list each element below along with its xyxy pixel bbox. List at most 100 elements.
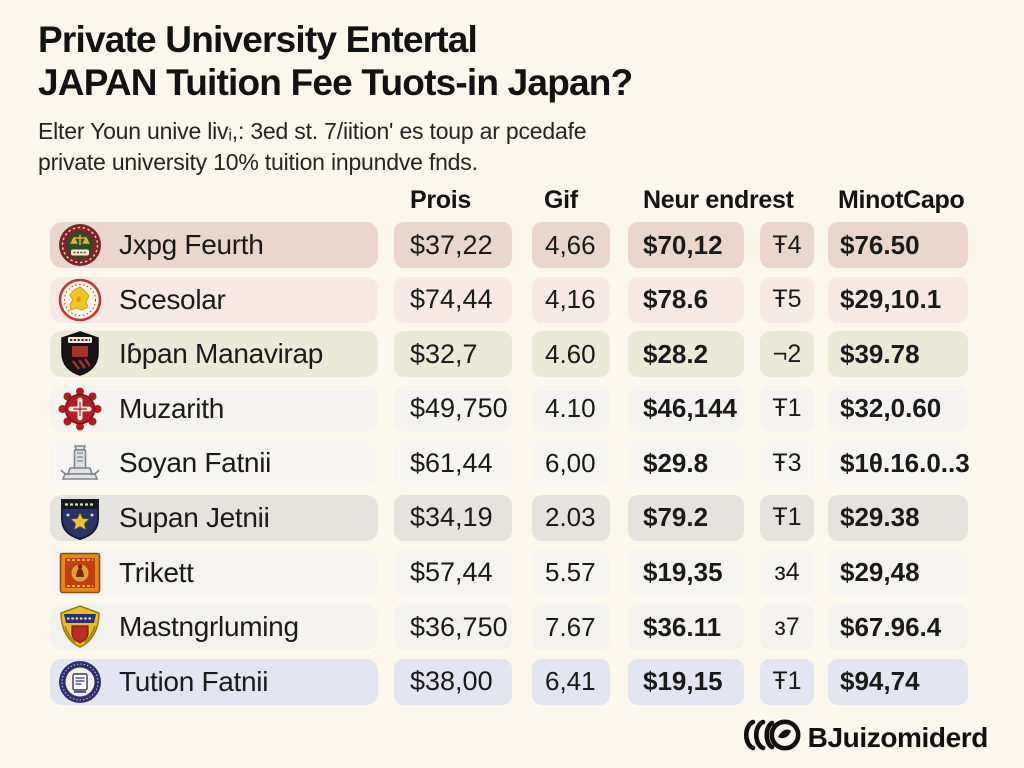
- gif-value: 4,66: [545, 229, 596, 260]
- minotcapo-value: $29.38: [840, 502, 920, 533]
- table-row: Soyan Fatnii $61,44 6,00 $29.8 Ŧ3 $1θ.16.0..3: [50, 440, 970, 487]
- mark-cell: Ŧ1: [760, 658, 814, 705]
- mark-cell: Ŧ1: [760, 385, 814, 432]
- gif-cell: 6,00: [532, 440, 610, 487]
- table-row: Tution Fatnii $38,00 6,41 $19,15 Ŧ1 $94,74: [50, 658, 968, 705]
- column-header-prois: Prois: [410, 186, 472, 214]
- university-name: Supan Jetnii: [119, 501, 270, 533]
- prois-value: $49,750: [410, 393, 508, 424]
- minotcapo-cell: $39.78: [828, 331, 968, 378]
- prois-cell: $32,7: [394, 331, 512, 378]
- minotcapo-cell: $94,74: [828, 658, 968, 705]
- minotcapo-cell: $29.38: [828, 494, 968, 541]
- university-name: Scesolar: [119, 283, 226, 315]
- prois-value: $34,19: [410, 502, 493, 533]
- minotcapo-cell: $29,48: [828, 549, 968, 596]
- fee-table-rows: Jxpg Feurth $37,22 4,66 $70,12 Ŧ4 $76.50 Sceso…: [50, 222, 970, 713]
- university-name: Trikett: [119, 556, 194, 588]
- neur-endrest-cell: $79.2: [628, 494, 744, 541]
- prois-cell: $34,19: [394, 494, 512, 541]
- mark-cell: Ŧ4: [760, 222, 814, 268]
- page-title-line1: Private University Entertal: [38, 19, 478, 60]
- minotcapo-value: $67.96.4: [840, 611, 942, 642]
- neur-endrest-value: $78.6: [643, 284, 709, 315]
- gif-value: 6,41: [545, 666, 596, 697]
- gif-value: 2.03: [545, 502, 596, 533]
- page-subtitle: Elter Youn unive livᵢ,: 3ed st. 7/iition…: [38, 116, 587, 177]
- gif-cell: 4,16: [532, 276, 610, 323]
- scesolar-emblem-icon: [57, 277, 103, 323]
- gif-cell: 4.10: [532, 385, 610, 432]
- mark-cell: Ŧ5: [760, 276, 814, 323]
- neur-endrest-value: $70,12: [643, 229, 723, 260]
- minotcapo-value: $1θ.16.0..3: [840, 447, 970, 478]
- mark-cell: ɜ4: [760, 549, 814, 596]
- brand-footer: BJuizomiderd: [739, 717, 988, 758]
- prois-cell: $36,750: [394, 604, 512, 651]
- university-cell: Tution Fatnii: [50, 658, 378, 705]
- prois-value: $37,22: [410, 229, 493, 260]
- prois-value: $38,00: [410, 666, 493, 697]
- neur-endrest-value: $79.2: [643, 502, 709, 533]
- neur-endrest-value: $19,15: [643, 666, 723, 697]
- gif-cell: 6,41: [532, 658, 610, 705]
- ibpan-manavirap-emblem-icon: [57, 331, 103, 377]
- mark-value: Ŧ5: [772, 285, 802, 314]
- mark-cell: Ŧ1: [760, 494, 814, 541]
- mark-value: ¬2: [772, 339, 802, 368]
- gif-cell: 7.67: [532, 604, 610, 651]
- prois-cell: $57,44: [394, 549, 512, 596]
- supan-jetnii-emblem-icon: [57, 495, 103, 541]
- mark-value: Ŧ1: [772, 503, 802, 532]
- university-cell: Trikett: [50, 549, 378, 596]
- neur-endrest-cell: $19,35: [628, 549, 744, 596]
- muzarith-emblem-icon: [57, 386, 103, 432]
- neur-endrest-cell: $28.2: [628, 331, 744, 378]
- soyan-fatnii-emblem-icon: [57, 440, 103, 486]
- university-cell: Iɓpan Manavirap: [50, 331, 378, 378]
- column-header-minotcapo: MinotCapo: [838, 186, 965, 214]
- prois-cell: $38,00: [394, 658, 512, 705]
- minotcapo-cell: $32,0.60: [828, 385, 968, 432]
- minotcapo-cell: $29,10.1: [828, 276, 968, 323]
- university-cell: Jxpg Feurth: [50, 222, 378, 268]
- prois-cell: $49,750: [394, 385, 512, 432]
- prois-cell: $74,44: [394, 276, 512, 323]
- mark-cell: ɜ7: [760, 604, 814, 651]
- neur-endrest-value: $19,35: [643, 557, 723, 588]
- mark-value: Ŧ3: [772, 448, 802, 477]
- prois-value: $74,44: [410, 284, 493, 315]
- gif-value: 7.67: [545, 611, 596, 642]
- trikett-emblem-icon: [57, 550, 103, 596]
- minotcapo-value: $29,48: [840, 557, 920, 588]
- minotcapo-cell: $1θ.16.0..3: [828, 440, 970, 487]
- university-name: Muzarith: [119, 392, 224, 424]
- mark-value: ɜ7: [774, 612, 800, 641]
- mark-value: Ŧ4: [772, 230, 802, 259]
- column-header-gif: Gif: [544, 186, 578, 214]
- minotcapo-value: $29,10.1: [840, 284, 942, 315]
- neur-endrest-cell: $78.6: [628, 276, 744, 323]
- table-row: Scesolar $74,44 4,16 $78.6 Ŧ5 $29,10.1: [50, 276, 968, 323]
- prois-value: $32,7: [410, 338, 478, 369]
- neur-endrest-cell: $29.8: [628, 440, 744, 487]
- column-header-neur-endrest: Neur endrest: [643, 186, 794, 214]
- gif-value: 4.60: [545, 338, 596, 369]
- mark-cell: Ŧ3: [760, 440, 814, 487]
- prois-cell: $37,22: [394, 222, 512, 268]
- gif-value: 5.57: [545, 557, 596, 588]
- table-row: Mastngrluming $36,750 7.67 $36.11 ɜ7 $67.96.4: [50, 604, 968, 651]
- university-name: Soyan Fatnii: [119, 447, 272, 479]
- neur-endrest-cell: $19,15: [628, 658, 744, 705]
- minotcapo-value: $32,0.60: [840, 393, 942, 424]
- university-name: Iɓpan Manavirap: [119, 338, 324, 370]
- mark-value: ɜ4: [774, 558, 800, 587]
- prois-cell: $61,44: [394, 440, 512, 487]
- mark-cell: ¬2: [760, 331, 814, 378]
- neur-endrest-value: $28.2: [643, 338, 709, 369]
- neur-endrest-value: $36.11: [643, 611, 722, 642]
- neur-endrest-value: $29.8: [643, 447, 709, 478]
- prois-value: $36,750: [410, 611, 508, 642]
- gif-cell: 2.03: [532, 494, 610, 541]
- gif-cell: 4,66: [532, 222, 610, 268]
